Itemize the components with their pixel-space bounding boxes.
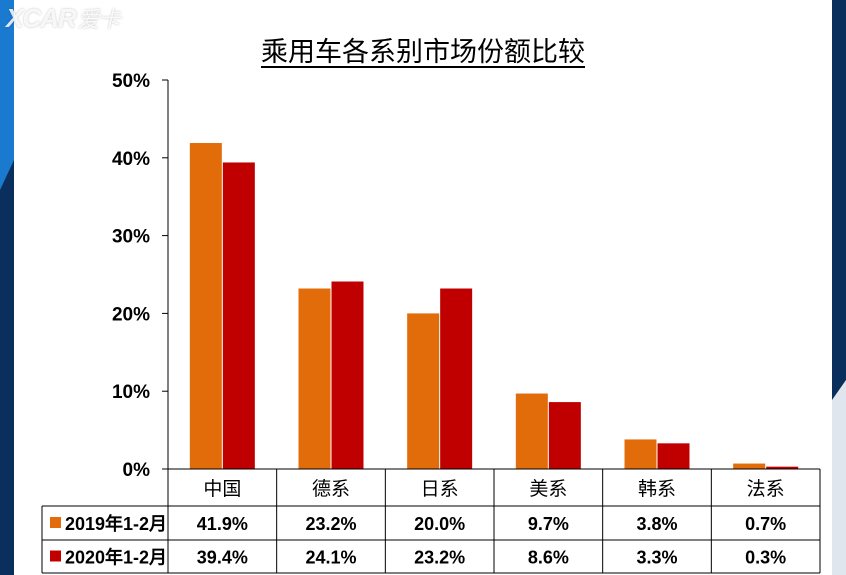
category-label: 美系 bbox=[529, 478, 567, 500]
data-value-label: 23.2% bbox=[305, 514, 356, 534]
data-value-label: 8.6% bbox=[528, 548, 569, 568]
watermark-logo: XCAR爱卡 bbox=[6, 2, 121, 34]
legend-swatch bbox=[50, 517, 61, 528]
bar bbox=[624, 439, 657, 469]
bar bbox=[189, 143, 222, 469]
bar bbox=[222, 162, 255, 469]
category-label: 韩系 bbox=[638, 478, 676, 500]
watermark-brand: XCAR bbox=[6, 3, 77, 33]
data-value-label: 3.3% bbox=[636, 548, 677, 568]
legend-swatch bbox=[50, 550, 61, 562]
data-value-label: 0.7% bbox=[745, 514, 786, 534]
bar bbox=[331, 281, 364, 469]
data-value-label: 24.1% bbox=[305, 548, 356, 568]
bar bbox=[440, 288, 473, 469]
data-value-label: 41.9% bbox=[197, 514, 248, 534]
data-value-label: 9.7% bbox=[528, 514, 569, 534]
y-tick-label: 40% bbox=[112, 149, 150, 170]
data-value-label: 39.4% bbox=[197, 548, 248, 568]
y-tick-label: 20% bbox=[112, 304, 150, 325]
category-label: 德系 bbox=[312, 478, 350, 500]
category-label: 法系 bbox=[747, 478, 785, 500]
legend-label: 2019年1-2月 bbox=[65, 513, 167, 534]
category-label: 中国 bbox=[203, 478, 241, 500]
bar bbox=[733, 463, 766, 469]
bar bbox=[766, 466, 799, 469]
chart-panel: 乘用车各系别市场份额比较 0% 10% 20% 30% 40% 50% 中国 德系 日系 美系 韩系… bbox=[14, 0, 832, 575]
y-tick-label: 50% bbox=[112, 71, 150, 92]
bar bbox=[515, 393, 548, 469]
bar bbox=[548, 402, 581, 469]
data-value-label: 3.8% bbox=[636, 514, 677, 534]
y-tick-label: 0% bbox=[123, 460, 151, 481]
bar bbox=[657, 443, 690, 469]
data-value-label: 0.3% bbox=[745, 548, 786, 568]
category-label: 日系 bbox=[421, 478, 459, 500]
bar bbox=[298, 288, 331, 469]
data-value-label: 23.2% bbox=[414, 548, 465, 568]
data-value-label: 20.0% bbox=[414, 514, 465, 534]
chart-title: 乘用车各系别市场份额比较 bbox=[261, 37, 585, 68]
legend-label: 2020年1-2月 bbox=[65, 547, 167, 568]
bar-chart: 0% 10% 20% 30% 40% 50% 中国 德系 日系 美系 韩系 法系 2019年1-2月 41… bbox=[41, 71, 821, 574]
y-tick-label: 10% bbox=[112, 382, 150, 403]
bar bbox=[407, 313, 440, 469]
watermark-name: 爱卡 bbox=[77, 7, 121, 32]
y-tick-label: 30% bbox=[112, 227, 150, 248]
